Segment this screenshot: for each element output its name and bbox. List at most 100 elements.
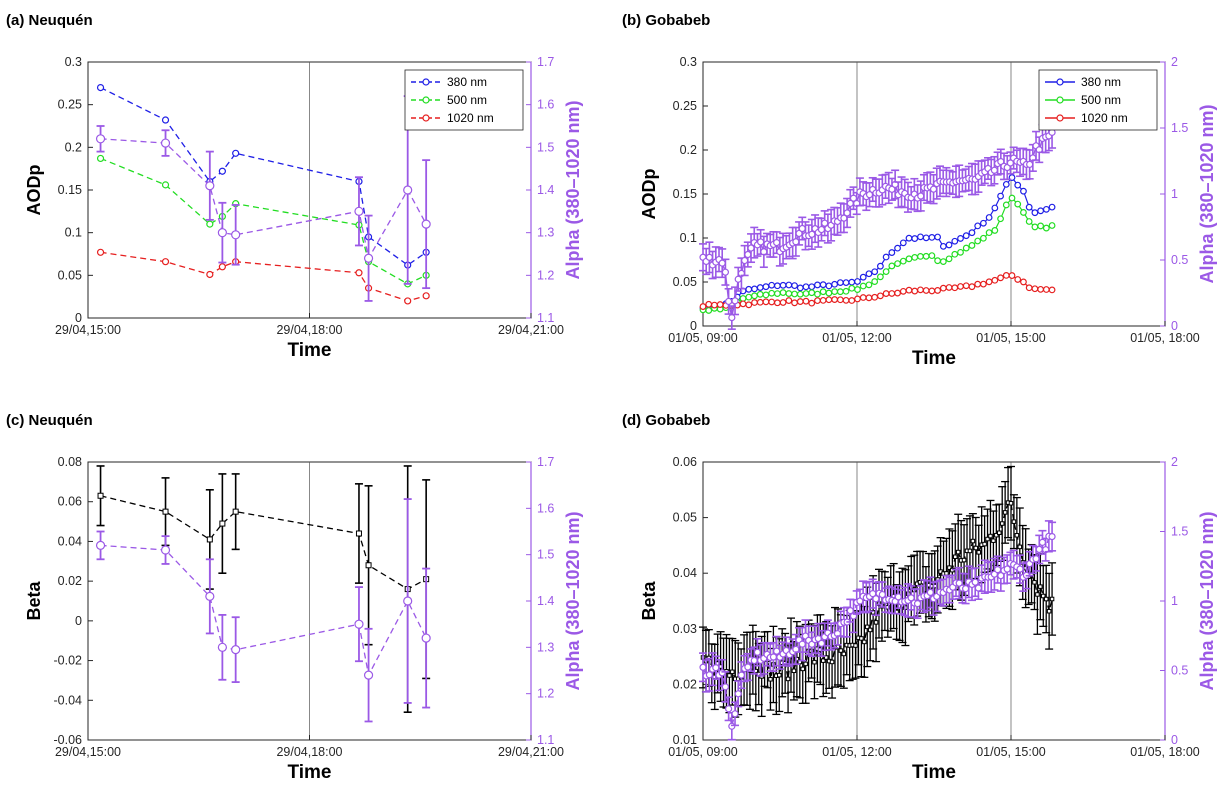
series-1020nm-point bbox=[939, 284, 947, 292]
legend-swatch-marker bbox=[422, 78, 430, 86]
y-right-tick-label: 1.7 bbox=[537, 55, 554, 69]
series-1020nm-point bbox=[779, 299, 787, 306]
alpha-point bbox=[354, 206, 364, 216]
beta-point bbox=[988, 533, 993, 539]
series-500nm-point bbox=[1020, 209, 1027, 216]
beta-point bbox=[985, 536, 990, 542]
series-380nm-point bbox=[819, 281, 827, 289]
y-tick-label: 0.2 bbox=[65, 140, 82, 154]
beta-point bbox=[823, 655, 829, 660]
series-380nm-point bbox=[232, 149, 240, 157]
beta-point bbox=[777, 672, 782, 678]
alpha-point bbox=[1048, 532, 1056, 541]
series-1020nm-point bbox=[934, 287, 942, 294]
series-1020nm-point bbox=[404, 297, 412, 305]
alpha-point bbox=[1026, 160, 1034, 169]
beta-point bbox=[976, 550, 981, 555]
series-380nm-point bbox=[997, 192, 1004, 200]
y-right-tick-label: 1.3 bbox=[537, 640, 554, 654]
series-1020nm-point bbox=[871, 293, 879, 301]
series-1020nm-point bbox=[854, 295, 861, 303]
series-380nm-point bbox=[911, 235, 919, 242]
alpha-point bbox=[808, 230, 816, 238]
y-tick-label: 0.15 bbox=[58, 183, 82, 197]
alpha-point bbox=[798, 224, 806, 233]
alpha-point bbox=[728, 314, 736, 322]
series-500nm-point bbox=[779, 289, 787, 296]
y-tick-label: 0.04 bbox=[673, 566, 697, 580]
series-500nm-point bbox=[842, 287, 850, 295]
alpha-point bbox=[971, 578, 979, 586]
series-1020nm-point bbox=[831, 296, 839, 303]
alpha-point bbox=[718, 669, 726, 677]
beta-point bbox=[730, 669, 735, 675]
series-500nm-point bbox=[997, 215, 1004, 223]
beta-line bbox=[100, 495, 427, 590]
legend-entry-label: 380 nm bbox=[1081, 75, 1121, 89]
y-right-tick-label: 1.4 bbox=[537, 594, 554, 608]
series-380nm-point bbox=[1025, 203, 1033, 211]
series-1020nm-point bbox=[928, 287, 936, 295]
y-tick-label: 0.05 bbox=[673, 511, 697, 525]
series-380nm-line bbox=[100, 87, 427, 266]
alpha-point bbox=[1016, 565, 1024, 573]
series-1020nm-point bbox=[745, 301, 753, 309]
series-1020nm-point bbox=[791, 299, 798, 307]
series-380nm-point bbox=[945, 241, 953, 249]
alpha-point bbox=[878, 590, 886, 599]
series-1020nm-point bbox=[711, 301, 718, 309]
beta-point bbox=[803, 661, 808, 667]
series-1020nm-point bbox=[161, 258, 170, 266]
y-right-tick-label: 1.5 bbox=[1171, 121, 1188, 135]
series-380nm-point bbox=[974, 222, 982, 230]
legend-swatch-marker bbox=[1056, 78, 1064, 86]
alpha-point bbox=[1038, 538, 1047, 546]
series-380nm-point bbox=[836, 279, 844, 286]
series-500nm-point bbox=[819, 288, 827, 296]
series-500nm-point bbox=[934, 257, 942, 265]
alpha-point bbox=[728, 722, 736, 730]
series-1020nm-point bbox=[991, 276, 999, 284]
alpha-point bbox=[926, 588, 934, 597]
beta-point bbox=[970, 538, 976, 544]
alpha-point bbox=[217, 642, 227, 652]
series-500nm-point bbox=[796, 290, 804, 298]
series-380nm-point bbox=[96, 83, 105, 92]
y-tick-label: 0 bbox=[75, 311, 82, 325]
y-axis-label: Beta bbox=[24, 581, 44, 621]
series-500nm-point bbox=[911, 253, 919, 261]
series-1020nm-point bbox=[96, 248, 105, 256]
beta-point bbox=[232, 508, 239, 515]
series-500nm-point bbox=[1014, 200, 1022, 208]
series-500nm-point bbox=[825, 289, 833, 297]
y-right-tick-label: 1.5 bbox=[537, 140, 554, 154]
series-500nm-point bbox=[96, 154, 105, 163]
y-tick-label: 0.25 bbox=[58, 98, 82, 112]
legend-entry-label: 380 nm bbox=[447, 75, 487, 89]
series-500nm-point bbox=[859, 282, 867, 290]
series-1020nm-point bbox=[882, 290, 890, 297]
y-right-tick-label: 1.4 bbox=[537, 183, 554, 197]
alpha-point bbox=[95, 540, 106, 551]
series-1020nm-point bbox=[825, 296, 833, 304]
x-tick-label: 01/05, 12:00 bbox=[822, 331, 892, 345]
beta-point bbox=[999, 521, 1005, 526]
series-1020nm-point bbox=[905, 286, 913, 294]
legend-swatch-marker bbox=[422, 96, 430, 104]
alpha-point bbox=[750, 656, 758, 665]
beta-point bbox=[800, 666, 805, 672]
series-380nm-point bbox=[1042, 205, 1050, 213]
alpha-point bbox=[913, 600, 922, 608]
series-500nm-point bbox=[768, 289, 776, 297]
series-500nm-point bbox=[1025, 218, 1033, 225]
chart-panel-a: 0 0.05 0.1 0.15 0.2 0.25 0.3 1.1 1.2 1.3 1.4 1.5 1.6… bbox=[24, 55, 583, 361]
series-380nm-point bbox=[951, 237, 959, 245]
beta-point bbox=[838, 648, 844, 653]
series-500nm-point bbox=[922, 252, 930, 260]
series-380nm-point bbox=[785, 281, 793, 289]
series-500nm-point bbox=[848, 284, 856, 292]
series-500nm-point bbox=[705, 307, 713, 314]
series-500nm-point bbox=[962, 244, 970, 252]
y-tick-label: 0.02 bbox=[58, 574, 82, 588]
series-380nm-point bbox=[957, 235, 964, 242]
